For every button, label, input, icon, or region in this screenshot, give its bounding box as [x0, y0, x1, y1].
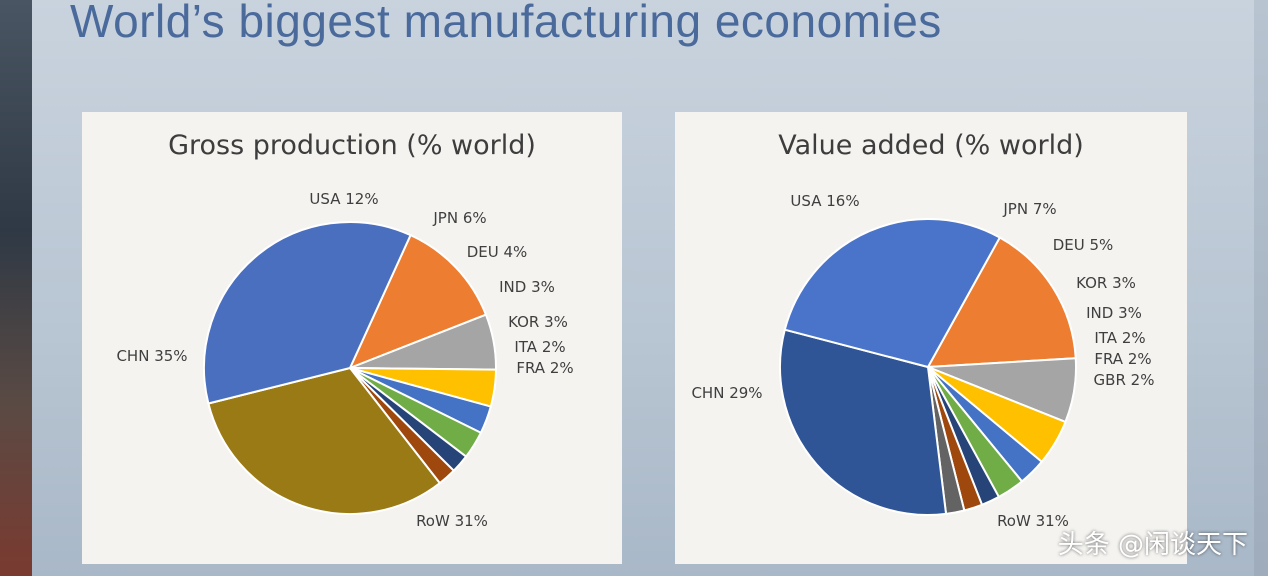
slice-label-kor: KOR 3%: [508, 313, 568, 331]
slice-label-gbr: GBR 2%: [1094, 371, 1155, 389]
background-right-edge: [1254, 0, 1268, 576]
slice-label-kor: KOR 3%: [1076, 274, 1136, 292]
slice-label-deu: DEU 5%: [1053, 236, 1114, 254]
slice-label-fra: FRA 2%: [516, 359, 573, 377]
pie-slice-row: [779, 328, 948, 516]
slide-title: World’s biggest manufacturing economies: [70, 0, 942, 47]
value-added-chart-title: Value added (% world): [778, 130, 1084, 161]
pie-slice-row: [207, 366, 442, 515]
slice-label-ita: ITA 2%: [1094, 329, 1145, 347]
slice-label-ind: IND 3%: [1086, 304, 1142, 322]
gross-production-pie-chart: USA 12% JPN 6% DEU 4% IND 3% KOR 3% ITA 2% FRA…: [116, 190, 573, 530]
slice-label-fra: FRA 2%: [1094, 350, 1151, 368]
value-added-panel: Value added (% world) USA 16% JPN 7% DEU 5…: [675, 112, 1187, 564]
watermark-text: 头条 @闲谈天下: [1057, 530, 1248, 560]
value-added-pie-chart: USA 16% JPN 7% DEU 5% KOR 3% IND 3% ITA 2% FRA…: [691, 192, 1155, 530]
slice-label-chn: CHN 35%: [116, 347, 187, 365]
pie-slice-chn: [783, 218, 1002, 369]
slice-label-ita: ITA 2%: [514, 338, 565, 356]
slice-label-usa: USA 12%: [309, 190, 378, 208]
pie-slice-usa: [348, 233, 488, 370]
slice-label-jpn: JPN 6%: [432, 209, 486, 227]
slice-label-row: RoW 31%: [416, 512, 488, 530]
gross-production-panel: Gross production (% world) USA 12% JPN 6%…: [82, 112, 622, 564]
slice-label-chn: CHN 29%: [691, 384, 762, 402]
gross-production-chart-title: Gross production (% world): [168, 130, 536, 161]
background-left-edge: [0, 0, 32, 576]
pie-slice-chn: [203, 221, 412, 405]
slice-label-usa: USA 16%: [790, 192, 859, 210]
slice-label-row: RoW 31%: [997, 512, 1069, 530]
slice-label-ind: IND 3%: [499, 278, 555, 296]
slice-label-jpn: JPN 7%: [1002, 200, 1056, 218]
pie-slice-usa: [926, 236, 1077, 369]
slice-label-deu: DEU 4%: [467, 243, 528, 261]
